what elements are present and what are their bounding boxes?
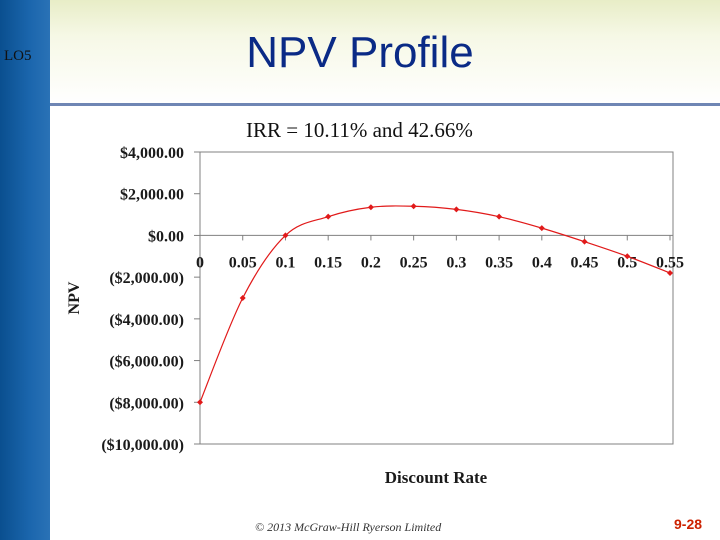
x-tick-label: 0.4 [532, 254, 552, 271]
page-title: NPV Profile [246, 28, 474, 77]
data-point-marker [538, 225, 545, 232]
copyright-notice: © 2013 McGraw-Hill Ryerson Limited [255, 520, 442, 534]
learning-objective-label: LO5 [4, 48, 32, 64]
header-band [50, 0, 720, 104]
x-tick-label: 0.15 [314, 254, 342, 271]
data-point-marker [624, 253, 631, 260]
left-sidebar-bar [0, 0, 50, 540]
irr-annotation: IRR = 10.11% and 42.66% [246, 118, 473, 142]
data-point-marker [667, 269, 673, 276]
y-axis-title: NPV [66, 281, 83, 314]
y-tick-label: ($8,000.00) [109, 395, 184, 412]
x-tick-label: 0.3 [446, 254, 466, 271]
data-point-marker [325, 213, 332, 220]
y-tick-label: $2,000.00 [120, 187, 184, 204]
data-point-marker [239, 295, 246, 301]
x-tick-label: 0.2 [361, 254, 381, 271]
x-tick-label: 0.45 [571, 254, 599, 271]
y-tick-label: $4,000.00 [120, 145, 184, 162]
x-tick-label: 0.1 [275, 254, 295, 271]
header-divider [50, 103, 720, 106]
x-tick-label: 0.05 [229, 254, 257, 271]
x-tick-label: 0.55 [656, 254, 684, 271]
x-tick-label: 0 [196, 254, 204, 271]
page-number: 9-28 [674, 516, 703, 532]
x-tick-label: 0.35 [485, 254, 513, 271]
y-tick-label: ($4,000.00) [109, 312, 184, 329]
data-point-marker [367, 204, 374, 211]
y-tick-label: $0.00 [148, 228, 184, 245]
y-tick-label: ($6,000.00) [109, 354, 184, 371]
y-tick-label: ($2,000.00) [109, 270, 184, 287]
plot-area-frame [199, 151, 674, 445]
data-point-marker [453, 206, 460, 213]
y-tick-label: ($10,000.00) [101, 437, 184, 454]
data-point-marker [410, 203, 417, 210]
x-tick-label: 0.25 [400, 254, 428, 271]
data-point-marker [282, 232, 289, 239]
x-axis-title: Discount Rate [385, 468, 488, 487]
data-point-marker [197, 399, 203, 406]
data-point-marker [496, 213, 503, 220]
data-point-marker [581, 238, 588, 245]
